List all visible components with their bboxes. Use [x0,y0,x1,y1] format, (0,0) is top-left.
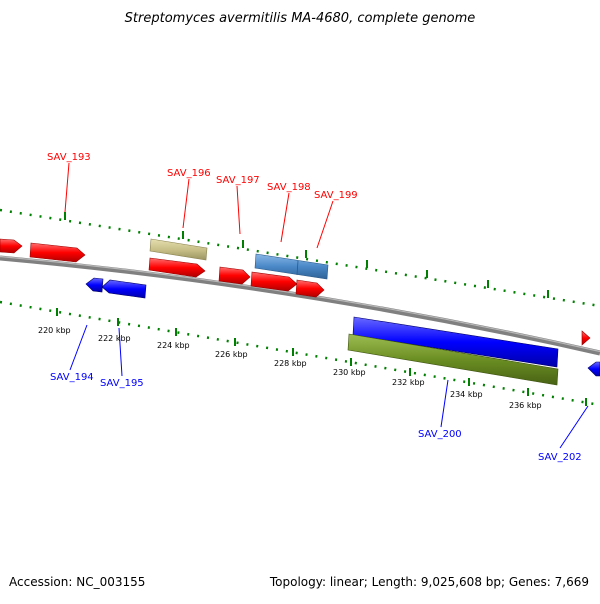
gene-label-reverse[interactable]: SAV_194 [50,372,94,383]
map-title: Streptomyces avermitilis MA-4680, comple… [125,11,476,26]
scale-tick-label: 222 kbp [98,334,131,343]
gene-label-reverse[interactable]: SAV_200 [418,429,462,440]
gene-label-forward[interactable]: SAV_198 [267,182,311,193]
upper-track [0,208,600,308]
gene-forward-arrow[interactable] [250,271,298,292]
gene-feature-olive[interactable] [347,333,559,386]
gene-reverse-arrow[interactable] [101,279,147,299]
gene-label-forward[interactable]: SAV_196 [167,168,211,179]
gene-forward-arrow[interactable] [218,266,251,285]
gene-reverse-arrow[interactable] [587,361,600,377]
lower-track [0,300,600,407]
gene-reverse-arrow[interactable] [85,277,104,293]
scale-tick-label: 220 kbp [38,326,71,335]
scale-tick-label: 234 kbp [450,390,483,399]
scale-tick-label: 226 kbp [215,350,248,359]
gene-forward-arrow[interactable] [0,238,23,254]
accession-text: Accession: NC_003155 [9,575,145,589]
gene-feature-steel[interactable] [254,253,329,280]
scale-tick-label: 236 kbp [509,401,542,410]
gene-label-forward[interactable]: SAV_193 [47,152,91,163]
gene-forward-arrow[interactable] [581,330,591,346]
gene-feature-khaki[interactable] [149,238,208,261]
scale-tick-label: 230 kbp [333,368,366,377]
genome-stats-text: Topology: linear; Length: 9,025,608 bp; … [269,575,589,589]
scale-tick-label: 224 kbp [157,341,190,350]
gene-forward-arrow[interactable] [29,242,86,263]
gene-reverse-bar[interactable] [352,316,559,368]
gene-label-reverse[interactable]: SAV_195 [100,378,144,389]
gene-label-forward[interactable]: SAV_197 [216,175,260,186]
gene-label-reverse[interactable]: SAV_202 [538,452,582,463]
scale-tick-label: 232 kbp [392,378,425,387]
gene-label-forward[interactable]: SAV_199 [314,190,358,201]
genome-backbone [0,255,600,356]
gene-forward-arrow[interactable] [295,279,325,298]
scale-tick-label: 228 kbp [274,359,307,368]
gene-forward-arrow[interactable] [148,257,206,278]
